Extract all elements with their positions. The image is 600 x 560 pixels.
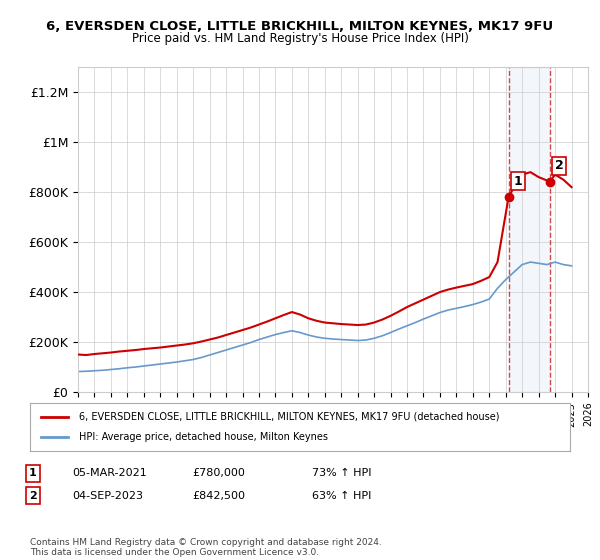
Text: 63% ↑ HPI: 63% ↑ HPI: [312, 491, 371, 501]
Text: 05-MAR-2021: 05-MAR-2021: [72, 468, 147, 478]
Text: 73% ↑ HPI: 73% ↑ HPI: [312, 468, 371, 478]
Text: HPI: Average price, detached house, Milton Keynes: HPI: Average price, detached house, Milt…: [79, 432, 328, 442]
Bar: [509, 67, 550, 392]
Text: 6, EVERSDEN CLOSE, LITTLE BRICKHILL, MILTON KEYNES, MK17 9FU (detached house): 6, EVERSDEN CLOSE, LITTLE BRICKHILL, MIL…: [79, 412, 499, 422]
Text: Contains HM Land Registry data © Crown copyright and database right 2024.
This d: Contains HM Land Registry data © Crown c…: [30, 538, 382, 557]
Text: 04-SEP-2023: 04-SEP-2023: [72, 491, 143, 501]
Text: £780,000: £780,000: [192, 468, 245, 478]
Text: 6, EVERSDEN CLOSE, LITTLE BRICKHILL, MILTON KEYNES, MK17 9FU: 6, EVERSDEN CLOSE, LITTLE BRICKHILL, MIL…: [46, 20, 554, 32]
Text: 1: 1: [514, 175, 522, 188]
Text: 2: 2: [554, 159, 563, 172]
Text: £842,500: £842,500: [192, 491, 245, 501]
Text: Price paid vs. HM Land Registry's House Price Index (HPI): Price paid vs. HM Land Registry's House …: [131, 32, 469, 45]
Text: 1: 1: [29, 468, 37, 478]
Text: 2: 2: [29, 491, 37, 501]
